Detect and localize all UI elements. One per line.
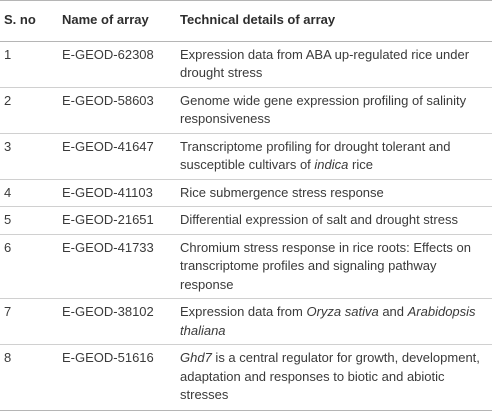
detail-text: Expression data from	[180, 304, 307, 319]
table-row: 7 E-GEOD-38102 Expression data from Oryza …	[0, 298, 492, 345]
table-row: 6 E-GEOD-41733 Chromium stress response in…	[0, 234, 492, 299]
technical-details: Ghd7 is a central regulator for growth, …	[176, 344, 492, 411]
serial-number: 5	[0, 206, 58, 235]
technical-details: Expression data from Oryza sativa and Ar…	[176, 298, 492, 345]
table-body: 1 E-GEOD-62308 Expression data from ABA up…	[0, 41, 492, 411]
table-row: 4 E-GEOD-41103 Rice submergence stress res…	[0, 179, 492, 207]
technical-details: Expression data from ABA up-regulated ri…	[176, 41, 492, 88]
technical-details: Genome wide gene expression profiling of…	[176, 87, 492, 134]
detail-text: Arabidopsis thaliana	[180, 304, 476, 338]
array-name: E-GEOD-51616	[58, 344, 176, 411]
table-row: 5 E-GEOD-21651 Differential expression of …	[0, 206, 492, 235]
technical-details: Transcriptome profiling for drought tole…	[176, 133, 492, 180]
serial-number: 1	[0, 41, 58, 88]
detail-text: Chromium stress response in rice roots: …	[180, 239, 471, 292]
table-row: 3 E-GEOD-41647 Transcriptome profiling for…	[0, 133, 492, 180]
detail-text: Expression data from ABA up-regulated ri…	[180, 46, 470, 81]
serial-number: 2	[0, 87, 58, 134]
technical-details: Chromium stress response in rice roots: …	[176, 234, 492, 299]
array-name: E-GEOD-41647	[58, 133, 176, 180]
table-row: 2 E-GEOD-58603 Genome wide gene expression…	[0, 87, 492, 134]
array-name: E-GEOD-21651	[58, 206, 176, 235]
serial-number: 4	[0, 179, 58, 207]
detail-text: Transcriptome profiling for drought tole…	[180, 138, 451, 173]
array-name: E-GEOD-38102	[58, 298, 176, 345]
table-row: 8 E-GEOD-51616 Ghd7 is a central regulator…	[0, 344, 492, 411]
serial-number: 8	[0, 344, 58, 411]
column-header: S. no	[0, 0, 58, 42]
detail-text: indica	[314, 157, 349, 172]
detail-text: is a central regulator for growth, devel…	[180, 350, 480, 402]
table-row: 1 E-GEOD-62308 Expression data from ABA up…	[0, 41, 492, 88]
detail-text: Differential expression of salt and drou…	[180, 212, 458, 227]
detail-text: and	[378, 304, 408, 319]
detail-text: Ghd7	[180, 350, 212, 365]
table-header: S. no Name of array Technical details of…	[0, 0, 492, 42]
technical-details: Differential expression of salt and drou…	[176, 206, 492, 235]
array-name: E-GEOD-41103	[58, 179, 176, 207]
detail-text: rice	[348, 157, 373, 172]
detail-text: Oryza sativa	[306, 304, 379, 319]
technical-details: Rice submergence stress response	[176, 179, 492, 207]
serial-number: 3	[0, 133, 58, 180]
column-header: Technical details of array	[176, 0, 492, 42]
header-row: S. no Name of array Technical details of…	[0, 0, 492, 42]
serial-number: 6	[0, 234, 58, 299]
serial-number: 7	[0, 298, 58, 345]
column-header: Name of array	[58, 0, 176, 42]
array-name: E-GEOD-41733	[58, 234, 176, 299]
detail-text: Genome wide gene expression profiling of…	[180, 92, 467, 127]
array-name: E-GEOD-58603	[58, 87, 176, 134]
array-name: E-GEOD-62308	[58, 41, 176, 88]
detail-text: Rice submergence stress response	[180, 184, 384, 200]
